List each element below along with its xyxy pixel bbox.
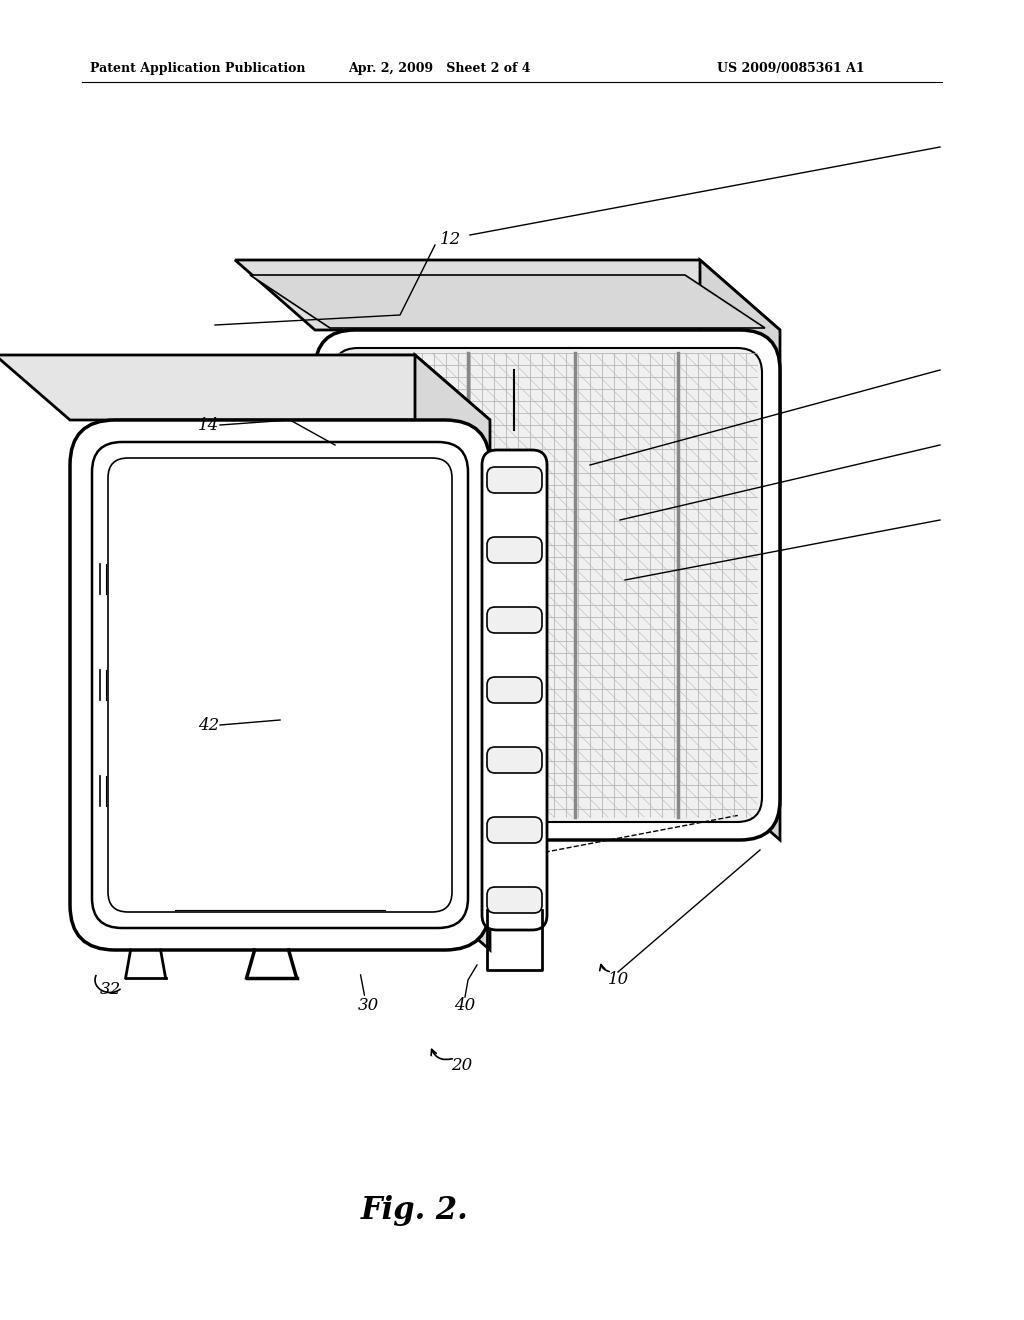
- Text: 42: 42: [198, 717, 219, 734]
- Polygon shape: [415, 355, 490, 950]
- FancyBboxPatch shape: [487, 607, 542, 634]
- FancyBboxPatch shape: [482, 450, 547, 931]
- Text: 14: 14: [198, 417, 219, 433]
- FancyBboxPatch shape: [315, 330, 780, 840]
- FancyBboxPatch shape: [487, 747, 542, 774]
- FancyBboxPatch shape: [487, 537, 542, 564]
- Text: US 2009/0085361 A1: US 2009/0085361 A1: [717, 62, 864, 75]
- Polygon shape: [234, 260, 780, 330]
- Text: 32: 32: [100, 982, 121, 998]
- Text: 30: 30: [357, 997, 379, 1014]
- Polygon shape: [700, 260, 780, 840]
- FancyBboxPatch shape: [487, 817, 542, 843]
- FancyBboxPatch shape: [92, 442, 468, 928]
- Text: Fig. 2.: Fig. 2.: [361, 1195, 469, 1225]
- FancyBboxPatch shape: [487, 677, 542, 704]
- FancyBboxPatch shape: [70, 420, 490, 950]
- Text: 20: 20: [452, 1056, 473, 1073]
- Text: 12: 12: [440, 231, 461, 248]
- Polygon shape: [250, 275, 765, 327]
- Text: Patent Application Publication: Patent Application Publication: [90, 62, 305, 75]
- Text: 10: 10: [607, 972, 629, 989]
- Polygon shape: [0, 355, 490, 420]
- FancyBboxPatch shape: [487, 887, 542, 913]
- FancyBboxPatch shape: [487, 467, 542, 492]
- Text: Apr. 2, 2009   Sheet 2 of 4: Apr. 2, 2009 Sheet 2 of 4: [348, 62, 530, 75]
- FancyBboxPatch shape: [333, 348, 762, 822]
- Text: 40: 40: [455, 997, 475, 1014]
- FancyBboxPatch shape: [108, 458, 452, 912]
